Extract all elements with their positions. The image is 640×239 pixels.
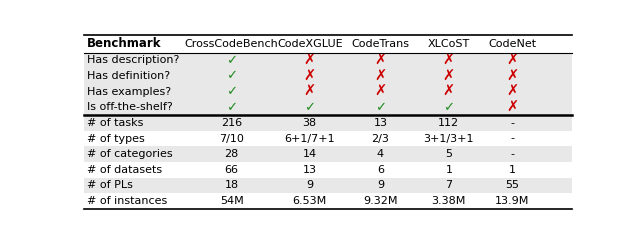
Bar bbox=[84, 146, 572, 162]
Text: 112: 112 bbox=[438, 118, 460, 128]
Text: 9: 9 bbox=[377, 180, 384, 190]
Text: ✗: ✗ bbox=[443, 53, 455, 68]
Text: 5: 5 bbox=[445, 149, 452, 159]
Text: ✓: ✓ bbox=[226, 85, 237, 98]
Bar bbox=[84, 193, 572, 209]
Text: ✗: ✗ bbox=[506, 53, 518, 68]
Bar bbox=[84, 162, 572, 178]
Text: # of tasks: # of tasks bbox=[87, 118, 143, 128]
Text: Has description?: Has description? bbox=[87, 55, 179, 65]
Bar bbox=[84, 115, 572, 131]
Text: 9.32M: 9.32M bbox=[364, 196, 397, 206]
Text: 6.53M: 6.53M bbox=[292, 196, 327, 206]
Text: ✓: ✓ bbox=[444, 101, 454, 114]
Text: 28: 28 bbox=[225, 149, 239, 159]
Text: Has examples?: Has examples? bbox=[87, 87, 171, 97]
Text: Benchmark: Benchmark bbox=[87, 37, 161, 50]
Text: 216: 216 bbox=[221, 118, 242, 128]
Text: ✗: ✗ bbox=[303, 84, 316, 99]
Bar bbox=[84, 131, 572, 146]
Bar bbox=[84, 53, 572, 68]
Text: 55: 55 bbox=[506, 180, 519, 190]
Text: # of types: # of types bbox=[87, 134, 145, 144]
Text: # of instances: # of instances bbox=[87, 196, 167, 206]
Bar bbox=[84, 99, 572, 115]
Text: 13: 13 bbox=[374, 118, 387, 128]
Text: XLCoST: XLCoST bbox=[428, 39, 470, 49]
Text: ✗: ✗ bbox=[374, 69, 387, 83]
Text: ✗: ✗ bbox=[374, 84, 387, 99]
Text: 4: 4 bbox=[377, 149, 384, 159]
Text: ✗: ✗ bbox=[443, 69, 455, 83]
Text: 18: 18 bbox=[225, 180, 239, 190]
Text: 6+1/7+1: 6+1/7+1 bbox=[284, 134, 335, 144]
Text: # of PLs: # of PLs bbox=[87, 180, 133, 190]
Text: 2/3: 2/3 bbox=[372, 134, 389, 144]
Text: ✗: ✗ bbox=[506, 100, 518, 115]
Text: 1: 1 bbox=[445, 165, 452, 175]
Text: ✓: ✓ bbox=[226, 54, 237, 67]
Text: ✗: ✗ bbox=[303, 69, 316, 83]
Text: 14: 14 bbox=[303, 149, 317, 159]
Bar bbox=[84, 35, 572, 53]
Text: 6: 6 bbox=[377, 165, 384, 175]
Text: 13: 13 bbox=[303, 165, 317, 175]
Text: CodeXGLUE: CodeXGLUE bbox=[277, 39, 342, 49]
Text: Has definition?: Has definition? bbox=[87, 71, 170, 81]
Bar bbox=[84, 84, 572, 99]
Bar bbox=[84, 68, 572, 84]
Text: CrossCodeBench: CrossCodeBench bbox=[185, 39, 278, 49]
Text: 3.38M: 3.38M bbox=[431, 196, 466, 206]
Text: ✗: ✗ bbox=[374, 53, 387, 68]
Text: ✗: ✗ bbox=[506, 69, 518, 83]
Bar bbox=[84, 178, 572, 193]
Text: -: - bbox=[510, 149, 515, 159]
Text: ✓: ✓ bbox=[226, 101, 237, 114]
Text: -: - bbox=[510, 134, 515, 144]
Text: 7/10: 7/10 bbox=[219, 134, 244, 144]
Text: -: - bbox=[510, 118, 515, 128]
Text: 13.9M: 13.9M bbox=[495, 196, 529, 206]
Text: ✗: ✗ bbox=[443, 84, 455, 99]
Text: 7: 7 bbox=[445, 180, 452, 190]
Text: Is off-the-shelf?: Is off-the-shelf? bbox=[87, 102, 173, 112]
Text: # of datasets: # of datasets bbox=[87, 165, 162, 175]
Text: 54M: 54M bbox=[220, 196, 243, 206]
Text: 1: 1 bbox=[509, 165, 516, 175]
Text: ✓: ✓ bbox=[304, 101, 316, 114]
Text: 66: 66 bbox=[225, 165, 239, 175]
Text: ✗: ✗ bbox=[506, 84, 518, 99]
Text: 38: 38 bbox=[303, 118, 317, 128]
Text: # of categories: # of categories bbox=[87, 149, 173, 159]
Text: CodeTrans: CodeTrans bbox=[351, 39, 410, 49]
Text: 9: 9 bbox=[306, 180, 313, 190]
Text: ✓: ✓ bbox=[375, 101, 386, 114]
Text: ✗: ✗ bbox=[303, 53, 316, 68]
Text: 3+1/3+1: 3+1/3+1 bbox=[424, 134, 474, 144]
Text: CodeNet: CodeNet bbox=[488, 39, 536, 49]
Text: ✓: ✓ bbox=[226, 70, 237, 82]
